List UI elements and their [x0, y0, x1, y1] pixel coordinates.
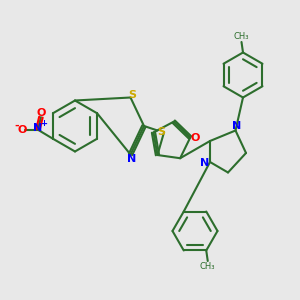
Text: CH₃: CH₃: [200, 262, 215, 271]
Text: S: S: [128, 89, 136, 100]
Text: N: N: [33, 123, 42, 133]
Text: N: N: [128, 154, 136, 164]
Text: S: S: [157, 127, 165, 137]
Text: N: N: [200, 158, 209, 169]
Text: N: N: [232, 121, 242, 131]
Text: O: O: [37, 108, 46, 118]
Text: O: O: [190, 133, 200, 142]
Text: O: O: [17, 125, 26, 135]
Text: +: +: [40, 118, 47, 128]
Text: -: -: [15, 121, 19, 131]
Text: CH₃: CH₃: [234, 32, 249, 41]
